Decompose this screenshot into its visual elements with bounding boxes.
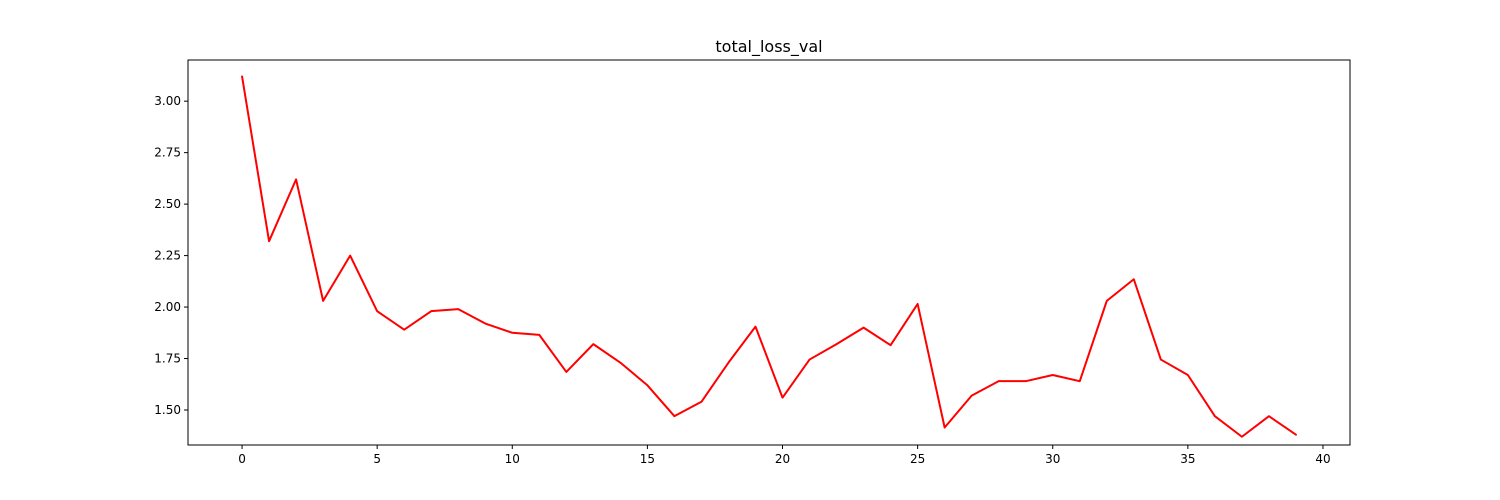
y-tick-label: 3.00	[154, 94, 181, 108]
y-tick-label: 2.75	[154, 146, 181, 160]
series-layer	[241, 75, 1297, 438]
y-tick-label: 2.50	[154, 197, 181, 211]
axes-layer: 0 5 10 15 20 25 30 35 40 1.50 1.75 2.00 2.25 2.50 2.75…	[154, 94, 1330, 466]
x-tick-label: 10	[505, 452, 520, 466]
x-tick-label: 30	[1045, 452, 1060, 466]
y-tick-label: 2.25	[154, 249, 181, 263]
x-tick-label: 5	[373, 452, 381, 466]
x-tick-label: 35	[1180, 452, 1195, 466]
chart-title: total_loss_val	[715, 37, 822, 57]
x-tick-label: 25	[910, 452, 925, 466]
series-line	[241, 75, 1297, 438]
y-tick-label: 1.75	[154, 352, 181, 366]
y-tick-label: 1.50	[154, 403, 181, 417]
x-tick-label: 15	[640, 452, 655, 466]
plot-frame	[187, 59, 1351, 446]
y-tick-label: 2.00	[154, 300, 181, 314]
x-tick-label: 20	[775, 452, 790, 466]
x-tick-label: 0	[238, 452, 246, 466]
x-tick-label: 40	[1315, 452, 1330, 466]
